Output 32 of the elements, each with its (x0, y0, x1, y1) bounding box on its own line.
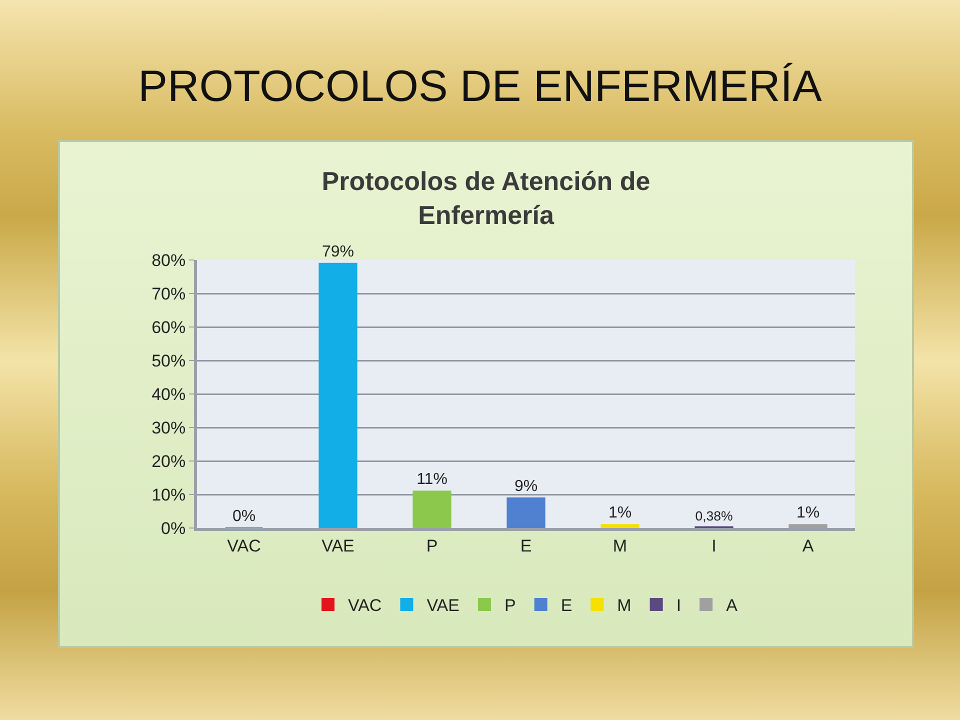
y-tick-label: 20% (152, 452, 186, 471)
y-tick-label: 70% (152, 284, 186, 304)
legend-label: VAC (348, 596, 382, 616)
data-label: 9% (514, 478, 538, 495)
y-tick-label: 0% (161, 518, 186, 538)
data-label: 1% (608, 504, 632, 522)
data-label: 11% (416, 471, 448, 488)
data-label: 1% (796, 504, 820, 522)
legend-label: A (726, 596, 738, 616)
data-label: 0% (232, 508, 256, 525)
y-tick-label: 40% (152, 384, 186, 404)
chart-subtitle: Protocolos de Atención de Enfermería (320, 165, 652, 232)
y-tick-label: 80% (152, 250, 186, 270)
y-tick-label: 10% (152, 485, 186, 504)
y-tick-label: 30% (152, 418, 186, 438)
x-tick-label: P (426, 536, 438, 556)
chart-title: PROTOCOLOS DE ENFERMERÍA (137, 62, 823, 112)
data-label: 79% (322, 243, 354, 260)
x-tick-label: M (612, 536, 628, 556)
x-tick-label: I (712, 536, 716, 556)
y-tick-label: 50% (152, 351, 186, 370)
x-tick-label: VAC (227, 536, 261, 556)
data-label: 0,38% (695, 508, 733, 524)
legend-label: VAE (426, 596, 460, 616)
x-tick-label: VAE (322, 536, 354, 556)
legend-label: E (560, 596, 572, 616)
x-tick-label: A (802, 536, 814, 556)
legend-label: I (676, 596, 682, 616)
legend-label: M (617, 596, 632, 616)
x-tick-label: E (520, 536, 532, 556)
legend-label: P (504, 596, 516, 616)
y-tick-label: 60% (152, 318, 186, 337)
